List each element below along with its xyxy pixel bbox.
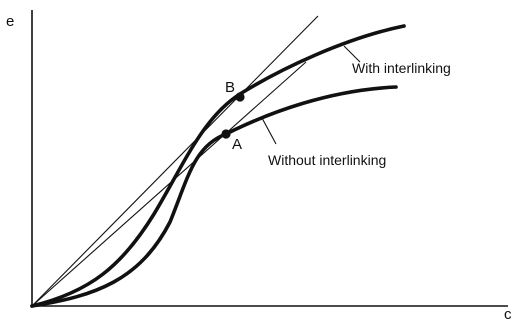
x-axis-label: c (504, 306, 512, 320)
tangent-line-with (31, 15, 319, 307)
point-a (221, 129, 231, 139)
point-b (235, 92, 245, 102)
tangent-line-without (31, 61, 307, 307)
curve-with-interlinking (30, 24, 406, 308)
y-axis-label: e (6, 13, 14, 30)
curve-label-with: With interlinking (352, 60, 451, 76)
with-label-pointer (343, 45, 361, 63)
curve-without-interlinking (30, 85, 398, 308)
point-a-label: A (232, 136, 242, 153)
curve-label-without: Without interlinking (268, 152, 386, 168)
without-label-pointer (261, 117, 277, 145)
point-b-label: B (225, 79, 235, 96)
